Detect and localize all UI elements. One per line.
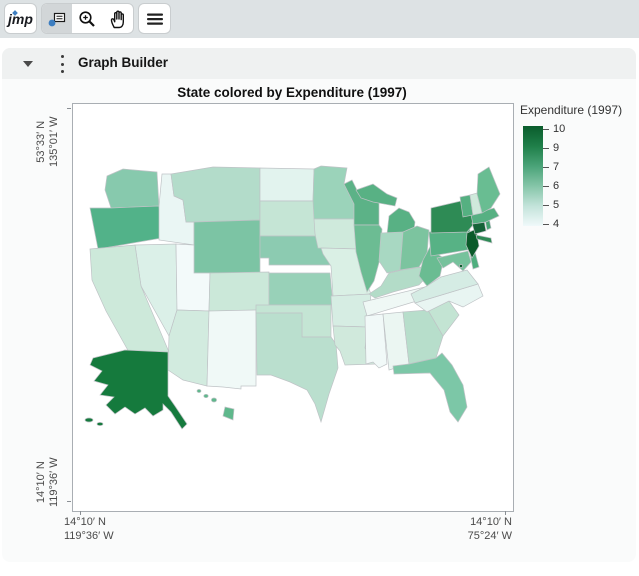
state-HI-island[interactable]	[211, 397, 217, 403]
x-axis-tick-right	[505, 511, 506, 515]
cursor-tool-group	[41, 3, 134, 34]
jmp-logo-button[interactable]: jmp	[4, 3, 37, 34]
graph-title[interactable]: State colored by Expenditure (1997)	[177, 85, 407, 100]
state-SD[interactable]	[259, 200, 319, 237]
grabber-tool-button[interactable]	[103, 4, 133, 33]
state-NM[interactable]	[206, 309, 257, 390]
magnifier-icon	[79, 10, 96, 27]
state-DC[interactable]	[459, 264, 463, 268]
legend-tick: 7	[543, 161, 559, 173]
x-axis-left-label[interactable]: 14°10′ N 119°36′ W	[64, 516, 114, 542]
state-NY-long-island[interactable]	[475, 234, 493, 244]
state-FL[interactable]	[392, 352, 468, 423]
legend-tick: 4	[543, 218, 559, 230]
tooltip-tool-button[interactable]	[42, 4, 73, 33]
hand-icon	[111, 9, 125, 28]
state-AK-island[interactable]	[96, 422, 104, 426]
zoom-tool-button[interactable]	[72, 4, 102, 33]
y-axis-bottom-label[interactable]: 14°10′ N 119°36′ W	[35, 457, 60, 507]
state-IL[interactable]	[353, 224, 383, 293]
state-WI[interactable]	[343, 179, 380, 226]
map-plot-area[interactable]	[72, 103, 514, 512]
state-HI-big-island[interactable]	[222, 406, 235, 421]
legend-tick: 10	[543, 123, 565, 135]
y-axis-tick-top	[67, 108, 71, 109]
y-axis-top-label[interactable]: 53°33′ N 135°01′ W	[35, 116, 60, 168]
tooltip-tool-icon	[48, 12, 66, 26]
legend-gradient[interactable]	[523, 126, 543, 226]
state-WY[interactable]	[193, 219, 261, 274]
us-choropleth-map	[84, 165, 501, 430]
y-axis-tick-bottom	[67, 501, 71, 502]
state-MA[interactable]	[470, 207, 500, 225]
state-AZ[interactable]	[167, 309, 210, 387]
legend-tick: 9	[543, 142, 559, 154]
red-triangle-menu-icon[interactable]	[57, 55, 67, 73]
state-HI-island[interactable]	[196, 389, 202, 393]
disclosure-triangle-icon[interactable]	[23, 61, 33, 67]
state-KS[interactable]	[268, 272, 334, 306]
state-GA[interactable]	[402, 309, 444, 365]
state-WA[interactable]	[104, 168, 160, 209]
legend-title[interactable]: Expenditure (1997)	[520, 103, 623, 117]
legend-tick: 5	[543, 199, 559, 211]
x-axis-right-label[interactable]: 14°10′ N 75°24′ W	[467, 516, 512, 542]
state-OR[interactable]	[89, 205, 163, 250]
report-header: Graph Builder	[2, 48, 636, 79]
report-title: Graph Builder	[78, 55, 169, 70]
states-layer	[84, 165, 501, 430]
state-IN[interactable]	[378, 231, 404, 274]
state-AK[interactable]	[89, 349, 188, 430]
state-HI-island[interactable]	[203, 393, 209, 399]
state-MN[interactable]	[312, 165, 355, 220]
state-ME[interactable]	[476, 166, 501, 214]
legend-ticks: 10 9 7 6 5 4	[543, 123, 587, 230]
x-axis-tick-left	[80, 511, 81, 515]
hamburger-icon	[146, 13, 163, 25]
menu-button[interactable]	[138, 3, 171, 34]
toolbar: jmp	[0, 0, 639, 38]
state-MI-upper[interactable]	[355, 183, 398, 207]
state-TX[interactable]	[255, 312, 339, 424]
state-ND[interactable]	[259, 167, 315, 202]
legend-tick: 6	[543, 180, 559, 192]
state-AK-island[interactable]	[84, 417, 94, 423]
